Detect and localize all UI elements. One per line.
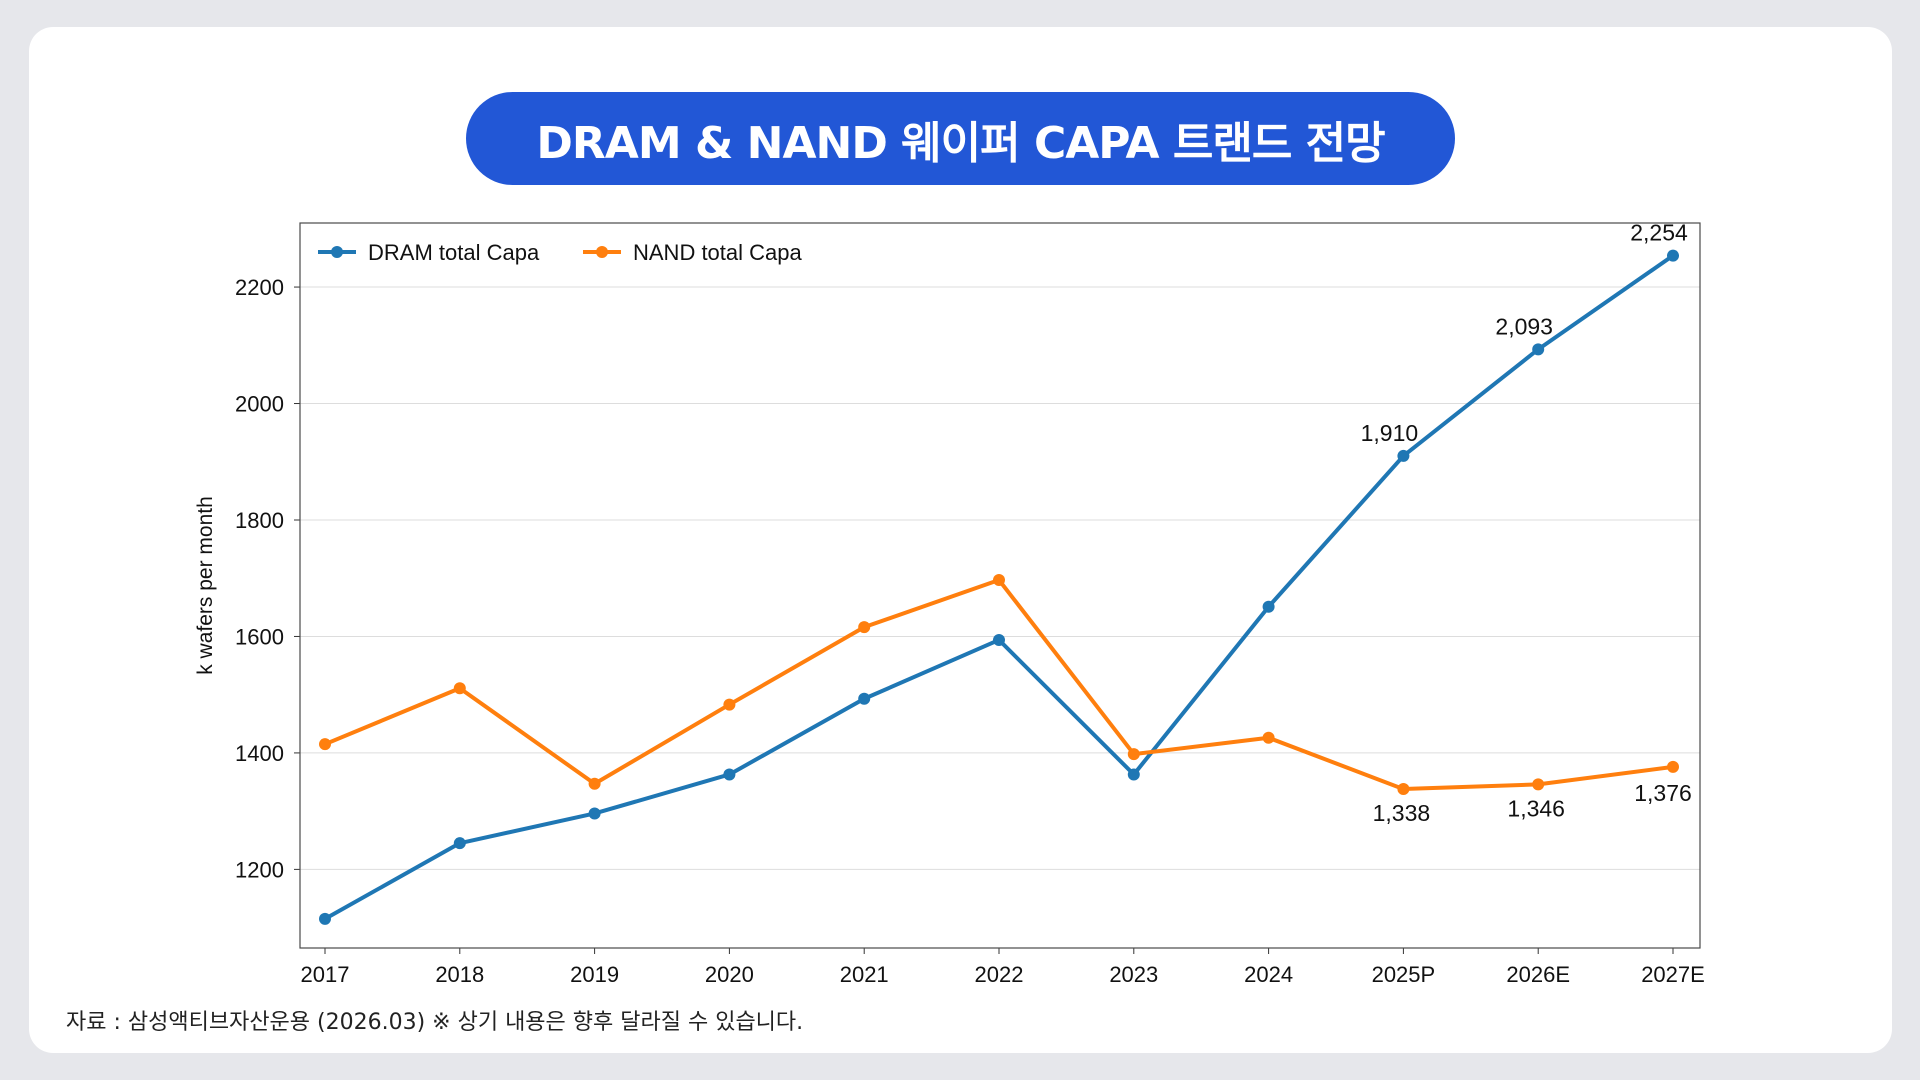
data-point — [993, 573, 1005, 586]
series-lines — [319, 249, 1679, 925]
data-label: 1,338 — [1373, 800, 1431, 826]
data-point — [1397, 449, 1410, 462]
axes: 1200 1400 1600 1800 2000 2200 2017 2018 2019 2020… — [194, 275, 1705, 987]
x-tick-label: 2023 — [1109, 962, 1158, 987]
data-point — [1667, 760, 1679, 773]
y-tick-label: 1200 — [235, 857, 284, 882]
data-label: 1,910 — [1361, 420, 1419, 446]
y-tick-label: 1600 — [235, 624, 284, 649]
x-tick-label: 2026E — [1506, 962, 1570, 987]
data-point — [453, 682, 466, 695]
data-point — [588, 777, 601, 790]
data-point — [1532, 778, 1545, 791]
data-label: 2,093 — [1495, 313, 1553, 339]
chart-card — [29, 27, 1892, 1053]
data-point — [723, 698, 736, 711]
data-point — [453, 837, 466, 850]
chart-title: DRAM & NAND 웨이퍼 CAPA 트랜드 전망 — [536, 117, 1385, 169]
y-tick-label: 1400 — [235, 741, 284, 766]
data-label: 2,254 — [1630, 220, 1688, 246]
x-tick-label: 2022 — [975, 962, 1024, 987]
x-tick-label: 2020 — [705, 962, 754, 987]
data-point — [1397, 783, 1410, 796]
y-axis-label: k wafers per month — [194, 496, 217, 675]
data-point — [319, 738, 331, 751]
title-banner: DRAM & NAND 웨이퍼 CAPA 트랜드 전망 — [466, 92, 1455, 185]
data-point — [993, 633, 1005, 646]
data-point — [1127, 748, 1140, 761]
y-tick-label: 2000 — [235, 392, 284, 417]
legend: DRAM total Capa NAND total Capa — [318, 240, 803, 265]
data-point — [1667, 249, 1679, 262]
x-tick-label: 2024 — [1244, 962, 1293, 987]
data-point — [1262, 600, 1275, 613]
series-line-nand — [324, 577, 1674, 792]
x-tick-label: 2019 — [570, 962, 619, 987]
source-note: 자료 : 삼성액티브자산운용 (2026.03) ※ 상기 내용은 향후 달라질… — [66, 1010, 804, 1035]
y-tick-label: 2200 — [235, 275, 284, 300]
legend-swatch-marker — [596, 246, 608, 258]
x-tick-label: 2021 — [840, 962, 889, 987]
data-point — [1532, 343, 1545, 356]
data-point — [319, 912, 331, 925]
x-tick-label: 2017 — [301, 962, 350, 987]
data-labels: 1,910 2,093 2,254 1,338 1,346 1,376 — [1361, 220, 1692, 826]
y-tick-label: 1800 — [235, 508, 284, 533]
data-point — [723, 768, 736, 781]
legend-swatch-marker — [331, 246, 343, 258]
data-point — [858, 692, 871, 705]
x-tick-label: 2018 — [435, 962, 484, 987]
data-point — [858, 621, 871, 634]
x-tick-label: 2025P — [1372, 962, 1436, 987]
data-point — [1262, 731, 1275, 744]
x-tick-label: 2027E — [1641, 962, 1705, 987]
data-label: 1,376 — [1634, 780, 1692, 806]
data-point — [588, 807, 601, 820]
data-label: 1,346 — [1507, 795, 1565, 821]
legend-label: DRAM total Capa — [368, 240, 540, 265]
legend-label: NAND total Capa — [633, 240, 803, 265]
series-line-dram — [324, 253, 1675, 921]
data-point — [1127, 768, 1140, 781]
plot-area — [299, 222, 1701, 949]
